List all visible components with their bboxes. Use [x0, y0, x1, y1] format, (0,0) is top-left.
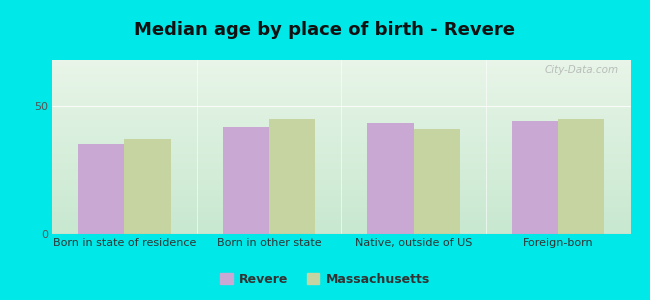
Legend: Revere, Massachusetts: Revere, Massachusetts	[215, 268, 435, 291]
Text: City-Data.com: City-Data.com	[545, 65, 619, 75]
Bar	[78, 144, 124, 234]
Bar	[413, 129, 460, 234]
Bar	[558, 119, 605, 234]
Text: Median age by place of birth - Revere: Median age by place of birth - Revere	[135, 21, 515, 39]
Bar	[367, 123, 413, 234]
Bar	[512, 122, 558, 234]
Bar	[223, 127, 269, 234]
Bar	[269, 119, 315, 234]
Bar	[124, 139, 170, 234]
